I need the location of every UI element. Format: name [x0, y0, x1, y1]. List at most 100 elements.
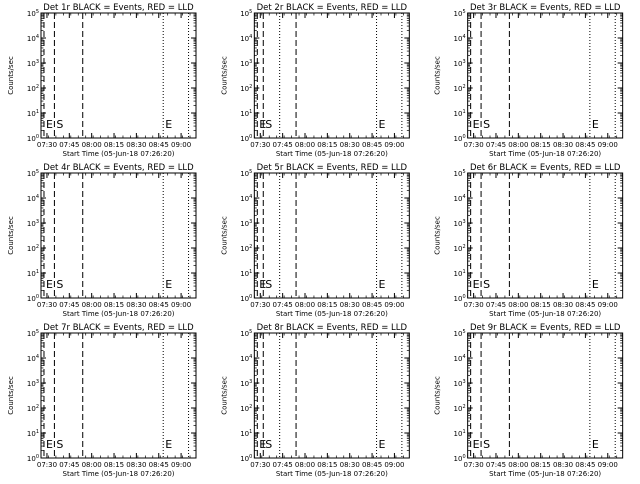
y-axis-label: Counts/sec — [7, 56, 15, 95]
x-axis-label: Start Time (05-Jun-18 07:26:20) — [489, 310, 601, 318]
time-marker-label: E — [46, 278, 53, 291]
y-tick-label: 105 — [454, 329, 466, 338]
time-marker-label: E — [165, 118, 172, 131]
plot-frame — [467, 172, 624, 299]
y-tick-label: 102 — [27, 84, 39, 93]
time-marker-label: E — [473, 118, 480, 131]
time-marker-label: E — [379, 438, 386, 451]
y-tick-label: 102 — [454, 244, 466, 253]
x-tick-label: 07:30 — [464, 141, 484, 149]
x-tick-label: 08:00 — [508, 461, 528, 469]
x-tick-label: 08:00 — [295, 461, 315, 469]
x-tick-label: 08:00 — [508, 141, 528, 149]
y-tick-label: 100 — [454, 294, 466, 303]
time-marker-label: E — [165, 438, 172, 451]
x-tick-label: 07:45 — [59, 141, 79, 149]
y-tick-label: 100 — [27, 454, 39, 463]
x-tick-label: 08:45 — [362, 141, 382, 149]
y-tick-label: 105 — [240, 169, 252, 178]
x-tick-label: 08:30 — [340, 461, 360, 469]
y-tick-label: 101 — [27, 109, 39, 118]
plot-frame — [40, 12, 197, 139]
time-marker-label: E — [592, 278, 599, 291]
y-tick-label: 100 — [240, 134, 252, 143]
y-tick-label: 101 — [454, 269, 466, 278]
y-tick-label: 100 — [27, 134, 39, 143]
chart-title: Det 1r BLACK = Events, RED = LLD — [43, 3, 194, 13]
y-tick-label: 105 — [454, 9, 466, 18]
chart-title: Det 8r BLACK = Events, RED = LLD — [257, 323, 408, 333]
y-axis-label: Counts/sec — [434, 56, 442, 95]
time-marker-label: E — [379, 118, 386, 131]
x-tick-label: 07:45 — [486, 461, 506, 469]
y-tick-label: 104 — [454, 354, 466, 363]
y-tick-label: 100 — [454, 454, 466, 463]
x-tick-label: 07:30 — [464, 301, 484, 309]
detector-panel-4: Det 4r BLACK = Events, RED = LLD 100 101 10… — [7, 163, 197, 318]
y-tick-label: 101 — [240, 269, 252, 278]
x-tick-label: 08:45 — [575, 141, 595, 149]
x-tick-label: 08:30 — [340, 141, 360, 149]
x-axis-label: Start Time (05-Jun-18 07:26:20) — [276, 310, 388, 318]
time-marker-label: E — [379, 278, 386, 291]
x-tick-label: 07:45 — [273, 141, 293, 149]
x-tick-label: 07:45 — [59, 461, 79, 469]
plot-frame — [467, 12, 624, 139]
x-tick-label: 08:45 — [575, 301, 595, 309]
y-tick-label: 103 — [240, 219, 252, 228]
plot-frame — [253, 172, 410, 299]
y-axis-label: Counts/sec — [434, 376, 442, 415]
x-tick-label: 08:30 — [553, 461, 573, 469]
y-axis-label: Counts/sec — [7, 376, 15, 415]
x-axis-label: Start Time (05-Jun-18 07:26:20) — [63, 310, 175, 318]
x-tick-label: 08:45 — [149, 301, 169, 309]
chart-title: Det 5r BLACK = Events, RED = LLD — [257, 163, 408, 173]
x-tick-label: 07:30 — [37, 461, 57, 469]
chart-title: Det 9r BLACK = Events, RED = LLD — [470, 323, 621, 333]
plot-frame — [40, 332, 197, 459]
x-tick-label: 09:00 — [384, 141, 404, 149]
time-marker-label: S — [56, 278, 63, 291]
chart-title: Det 4r BLACK = Events, RED = LLD — [43, 163, 194, 173]
y-tick-label: 104 — [27, 34, 39, 43]
y-tick-label: 102 — [454, 404, 466, 413]
y-axis-label: Counts/sec — [7, 216, 15, 255]
y-tick-label: 104 — [454, 34, 466, 43]
y-tick-label: 102 — [27, 404, 39, 413]
x-tick-label: 07:30 — [37, 301, 57, 309]
x-tick-label: 07:45 — [59, 301, 79, 309]
y-tick-label: 104 — [240, 194, 252, 203]
y-axis-label: Counts/sec — [220, 376, 228, 415]
y-tick-label: 100 — [454, 134, 466, 143]
time-marker-label: S — [56, 118, 63, 131]
x-tick-label: 08:45 — [362, 461, 382, 469]
time-marker-label: E — [473, 278, 480, 291]
chart-title: Det 3r BLACK = Events, RED = LLD — [470, 3, 621, 13]
y-tick-label: 104 — [27, 194, 39, 203]
detector-panel-2: Det 2r BLACK = Events, RED = LLD 100 101 10… — [220, 3, 410, 158]
y-tick-label: 104 — [454, 194, 466, 203]
x-tick-label: 08:00 — [82, 301, 102, 309]
x-tick-label: 07:30 — [464, 461, 484, 469]
x-tick-label: 08:30 — [126, 141, 146, 149]
y-axis-label: Counts/sec — [220, 216, 228, 255]
time-marker-label: S — [483, 118, 490, 131]
detector-panel-6: Det 6r BLACK = Events, RED = LLD 100 101 10… — [434, 163, 624, 318]
detector-panel-1: Det 1r BLACK = Events, RED = LLD 100 101 10… — [7, 3, 197, 158]
x-tick-label: 08:30 — [553, 301, 573, 309]
y-tick-label: 102 — [27, 244, 39, 253]
y-tick-label: 102 — [454, 84, 466, 93]
x-tick-label: 09:00 — [171, 141, 191, 149]
x-tick-label: 07:45 — [273, 301, 293, 309]
plot-frame — [253, 332, 410, 459]
x-axis-label: Start Time (05-Jun-18 07:26:20) — [489, 470, 601, 478]
x-tick-label: 08:15 — [104, 301, 124, 309]
y-tick-label: 101 — [240, 109, 252, 118]
y-tick-label: 101 — [27, 429, 39, 438]
x-tick-label: 08:00 — [508, 301, 528, 309]
y-tick-label: 103 — [27, 379, 39, 388]
y-tick-label: 104 — [240, 354, 252, 363]
y-tick-label: 103 — [27, 59, 39, 68]
